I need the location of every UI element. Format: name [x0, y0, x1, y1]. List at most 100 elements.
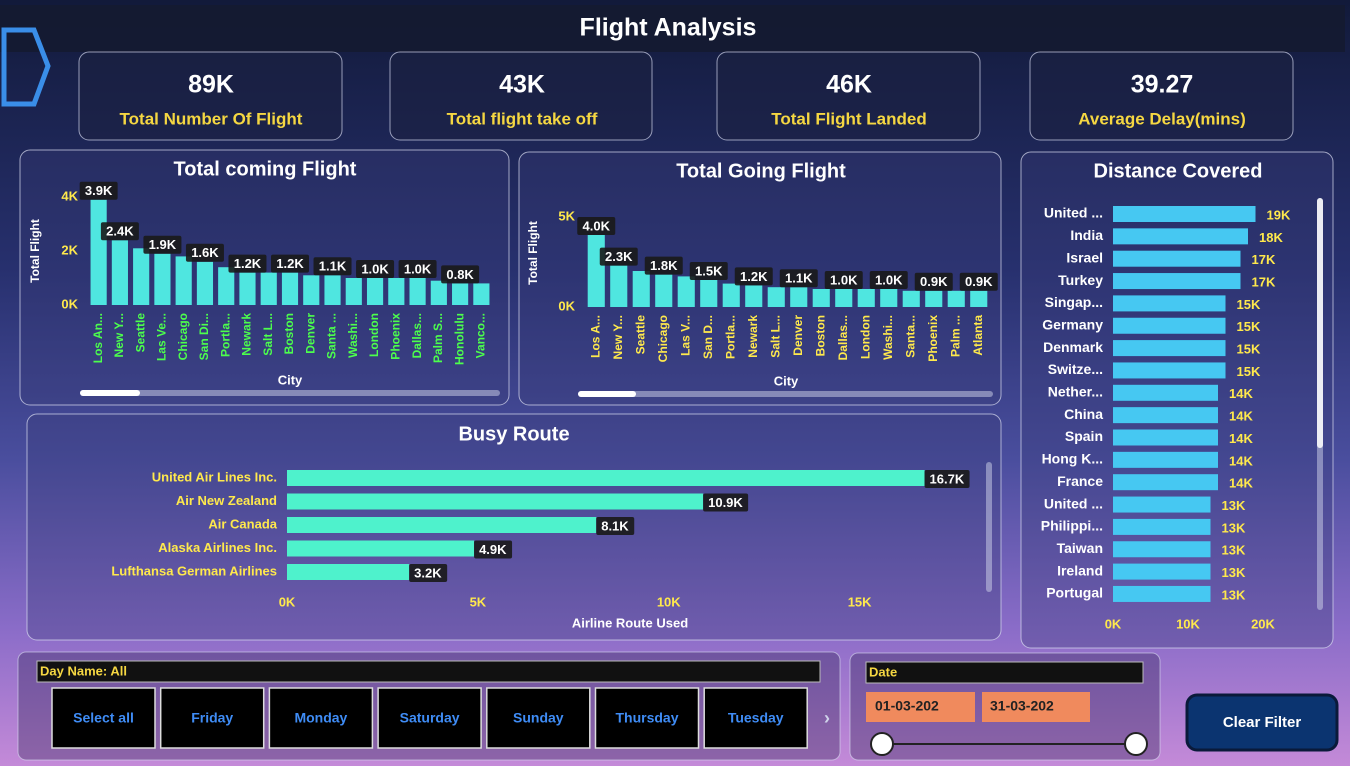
bar	[1113, 518, 1211, 535]
x-tick-label: 15K	[848, 594, 872, 609]
day-button[interactable]	[159, 687, 265, 749]
bar	[324, 275, 341, 305]
y-tick-label: Alaska Airlines Inc.	[158, 540, 277, 555]
day-dropdown[interactable]	[36, 660, 821, 683]
bar	[1113, 384, 1218, 401]
date-from: 01-03-202	[875, 698, 939, 714]
value-label: 3.2K	[414, 565, 442, 580]
value-label: 14K	[1229, 476, 1253, 491]
value-label: 0.8K	[446, 267, 474, 282]
y-tick-label: Philippi...	[1041, 518, 1103, 534]
y-tick-label: China	[1064, 406, 1103, 422]
slider-handle[interactable]	[1124, 732, 1148, 756]
clear-filter-button[interactable]	[1185, 693, 1339, 752]
day-button[interactable]	[377, 687, 482, 749]
value-label-bg	[185, 243, 224, 262]
value-label-bg	[869, 271, 908, 289]
value-label: 2.3K	[605, 249, 633, 264]
nav-arrow[interactable]	[1, 27, 51, 107]
bar	[610, 265, 628, 307]
value-label: 1.1K	[319, 259, 347, 274]
x-tick-label: 0K	[1105, 616, 1122, 631]
x-tick-label: Washi...	[881, 315, 895, 360]
bar	[218, 267, 235, 305]
bar	[239, 272, 256, 305]
x-tick-label: Newark	[746, 315, 760, 358]
y-tick-label: 5K	[558, 208, 575, 223]
scroll-track	[986, 462, 992, 592]
title-bar	[0, 5, 1345, 52]
day-button-label: Friday	[191, 710, 233, 726]
x-tick-label: Salt L...	[261, 313, 275, 356]
y-tick-label: Portugal	[1046, 585, 1103, 601]
x-tick-label: San D...	[701, 315, 715, 359]
clear-filter-label: Clear Filter	[1223, 714, 1302, 731]
y-tick-label: Germany	[1042, 316, 1103, 332]
bar	[1113, 407, 1218, 424]
bar	[287, 517, 597, 533]
value-label: 1.2K	[276, 256, 304, 271]
y-tick-label: France	[1057, 473, 1103, 489]
scroll-thumb[interactable]	[578, 391, 636, 397]
value-label: 14K	[1229, 386, 1253, 401]
value-label: 15K	[1237, 297, 1261, 312]
value-label: 8.1K	[601, 518, 629, 533]
value-label: 1.0K	[875, 272, 903, 287]
x-tick-label: Palm S...	[431, 313, 445, 363]
x-tick-label: Phoenix	[926, 315, 940, 362]
bar	[409, 278, 426, 305]
bar	[430, 280, 447, 305]
bar	[287, 540, 475, 557]
value-label-bg	[689, 262, 728, 280]
scroll-thumb[interactable]	[1317, 198, 1323, 448]
bar	[902, 290, 920, 307]
bar	[677, 276, 695, 307]
y-axis-label: Total Flight	[526, 221, 540, 285]
x-tick-label: Atlanta	[971, 315, 985, 356]
value-label-bg	[100, 222, 139, 241]
bar	[790, 287, 808, 307]
day-button[interactable]	[486, 687, 591, 749]
slider-handle[interactable]	[870, 732, 894, 756]
y-tick-label: 0K	[61, 296, 78, 311]
kpi-row: 89K Total Number Of Flight 43K Total fli…	[78, 51, 1294, 141]
chart-title: Total Going Flight	[676, 160, 846, 182]
day-button[interactable]	[51, 687, 156, 749]
y-tick-label: India	[1070, 227, 1103, 243]
scroll-thumb[interactable]	[80, 390, 140, 396]
value-label: 1.8K	[650, 258, 678, 273]
value-label-bg	[409, 564, 448, 582]
day-button[interactable]	[594, 687, 700, 749]
value-label: 0.9K	[965, 274, 993, 289]
value-label: 1.1K	[785, 271, 813, 286]
y-tick-label: Denmark	[1043, 339, 1103, 355]
kpi-label: Total Number Of Flight	[120, 109, 303, 128]
date-input[interactable]	[866, 692, 975, 722]
x-axis-label: City	[774, 373, 799, 388]
value-label: 4.0K	[583, 218, 611, 233]
bar	[925, 290, 943, 307]
day-button[interactable]	[268, 687, 374, 749]
y-tick-label: Singap...	[1045, 294, 1103, 310]
kpi-value: 89K	[188, 71, 234, 99]
y-tick-label: Ireland	[1057, 562, 1103, 578]
day-button-label: Thursday	[615, 710, 678, 726]
x-tick-label: London	[367, 313, 381, 357]
value-label: 15K	[1237, 342, 1261, 357]
day-button-label: Select all	[73, 710, 134, 726]
x-tick-label: Los An...	[91, 313, 105, 363]
bar	[1113, 206, 1256, 222]
day-button[interactable]	[703, 687, 808, 749]
bar	[970, 290, 988, 307]
date-input[interactable]	[982, 692, 1090, 722]
chevron[interactable]: ›	[824, 708, 830, 728]
bar	[1113, 585, 1211, 602]
y-tick-label: United ...	[1044, 495, 1103, 511]
value-label: 1.6K	[191, 245, 219, 260]
x-tick-label: 10K	[1176, 616, 1200, 631]
x-tick-label: London	[858, 315, 872, 359]
bar	[1113, 317, 1226, 334]
bar	[812, 289, 830, 307]
y-tick-label: Turkey	[1058, 272, 1103, 288]
date-to: 31-03-202	[990, 698, 1054, 714]
